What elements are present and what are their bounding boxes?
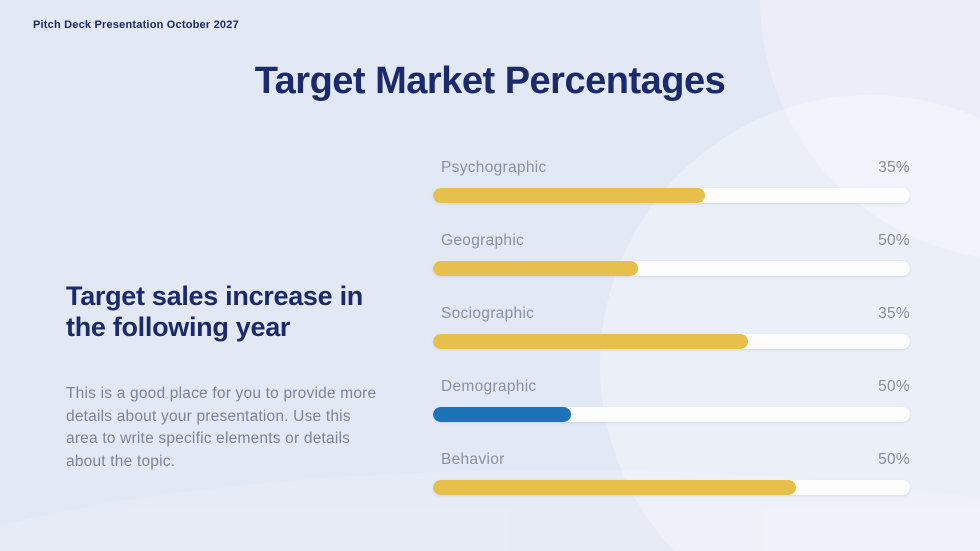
bar-fill bbox=[433, 188, 705, 203]
bar-chart: Psychographic 35% Geographic 50% Sociogr… bbox=[433, 159, 910, 524]
value-label: 35% bbox=[878, 159, 910, 176]
bar-track bbox=[433, 261, 910, 276]
chart-row-demographic: Demographic 50% bbox=[433, 378, 910, 422]
bar-track bbox=[433, 407, 910, 422]
bar-track bbox=[433, 480, 910, 495]
left-text-panel: Target sales increase in the following y… bbox=[66, 281, 388, 473]
deck-header-label: Pitch Deck Presentation October 2027 bbox=[33, 19, 239, 31]
category-label: Geographic bbox=[441, 232, 525, 249]
bar-fill bbox=[433, 261, 639, 276]
category-label: Behavior bbox=[441, 451, 505, 468]
chart-row-head: Geographic 50% bbox=[433, 232, 910, 252]
chart-row-head: Behavior 50% bbox=[433, 451, 910, 471]
category-label: Sociographic bbox=[441, 305, 535, 322]
value-label: 50% bbox=[878, 232, 910, 249]
chart-row-behavior: Behavior 50% bbox=[433, 451, 910, 495]
chart-row-head: Sociographic 35% bbox=[433, 305, 910, 325]
chart-row-geographic: Geographic 50% bbox=[433, 232, 910, 276]
chart-row-head: Psychographic 35% bbox=[433, 159, 910, 179]
chart-row-head: Demographic 50% bbox=[433, 378, 910, 398]
bar-track bbox=[433, 334, 910, 349]
value-label: 35% bbox=[878, 305, 910, 322]
slide-title: Target Market Percentages bbox=[254, 60, 726, 102]
category-label: Demographic bbox=[441, 378, 537, 395]
bar-fill bbox=[433, 334, 748, 349]
section-body-text: This is a good place for you to provide … bbox=[66, 385, 377, 470]
section-heading: Target sales increase in the following y… bbox=[66, 281, 363, 342]
bar-track bbox=[433, 188, 910, 203]
bar-fill bbox=[433, 407, 572, 422]
chart-row-sociographic: Sociographic 35% bbox=[433, 305, 910, 349]
value-label: 50% bbox=[878, 451, 910, 468]
category-label: Psychographic bbox=[441, 159, 547, 176]
value-label: 50% bbox=[878, 378, 910, 395]
chart-row-psychographic: Psychographic 35% bbox=[433, 159, 910, 203]
bar-fill bbox=[433, 480, 796, 495]
